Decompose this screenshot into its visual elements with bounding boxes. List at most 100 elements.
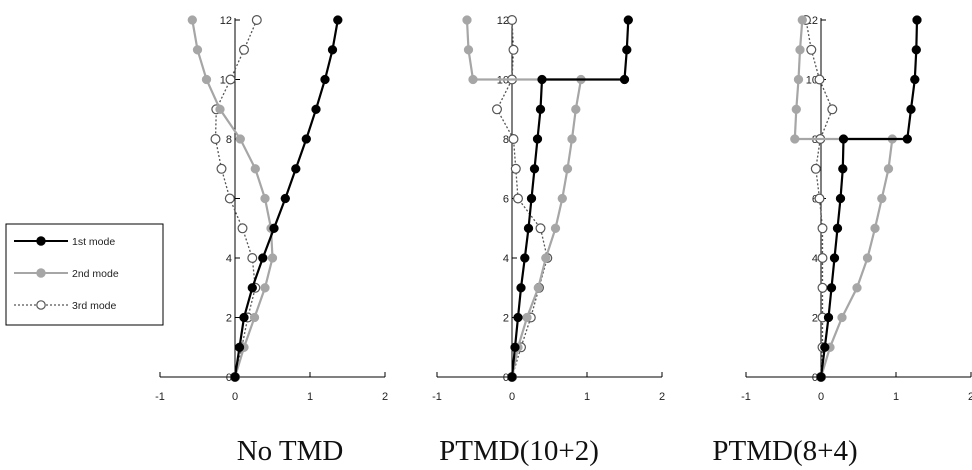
data-point-2nd-mode bbox=[267, 253, 278, 263]
data-point-2nd-mode bbox=[249, 312, 260, 323]
data-point-3rd-mode bbox=[810, 163, 821, 174]
data-point-1st-mode bbox=[247, 283, 257, 293]
data-point-3rd-mode bbox=[817, 282, 828, 293]
x-tick-label-ptmd-8-4: 2 bbox=[968, 391, 972, 403]
data-point-2nd-mode bbox=[260, 283, 270, 293]
x-tick-label-no-tmd: 2 bbox=[382, 391, 388, 403]
data-point-3rd-mode bbox=[814, 74, 825, 85]
data-point-2nd-mode bbox=[468, 74, 478, 85]
data-point-1st-mode bbox=[835, 193, 846, 204]
data-point-1st-mode bbox=[838, 134, 849, 144]
data-point-2nd-mode bbox=[260, 193, 270, 204]
data-point-1st-mode bbox=[623, 15, 633, 25]
x-tick-label-ptmd-10-2: -1 bbox=[432, 391, 442, 403]
chart-title-ptmd-10-2: PTMD(10+2) bbox=[439, 435, 599, 467]
series-line-2nd-mode bbox=[793, 19, 894, 378]
data-point-3rd-mode bbox=[507, 15, 518, 26]
data-point-2nd-mode bbox=[463, 45, 474, 55]
series-1st-mode-ptmd-10-2 bbox=[507, 15, 633, 382]
data-point-3rd-mode bbox=[216, 163, 227, 174]
data-point-1st-mode bbox=[269, 223, 279, 233]
y-tick-label-no-tmd: 0 bbox=[226, 372, 232, 384]
data-point-2nd-mode bbox=[522, 312, 532, 323]
data-point-3rd-mode bbox=[251, 15, 262, 26]
chart-title-ptmd-8-4: PTMD(8+4) bbox=[712, 435, 857, 467]
legend-label-1st-mode: 1st mode bbox=[72, 236, 115, 248]
data-point-1st-mode bbox=[291, 164, 301, 174]
data-point-2nd-mode bbox=[883, 164, 894, 174]
data-point-2nd-mode bbox=[541, 253, 551, 263]
legend-entries: 1st mode 2nd mode 3rd mode bbox=[14, 236, 119, 312]
data-point-1st-mode bbox=[838, 164, 848, 174]
data-point-3rd-mode bbox=[508, 44, 519, 55]
data-point-1st-mode bbox=[239, 312, 249, 323]
legend-entry-1st-mode: 1st mode bbox=[14, 236, 115, 248]
data-point-1st-mode bbox=[510, 342, 520, 352]
x-tick-label-ptmd-10-2: 0 bbox=[509, 391, 515, 403]
data-point-1st-mode bbox=[327, 45, 338, 55]
data-point-3rd-mode bbox=[210, 134, 221, 145]
data-point-2nd-mode bbox=[550, 223, 561, 233]
x-tick-label-no-tmd: -1 bbox=[155, 391, 165, 403]
x-tick-label-no-tmd: 1 bbox=[307, 391, 313, 403]
y-tick-label-no-tmd: 4 bbox=[226, 253, 232, 265]
data-point-2nd-mode bbox=[837, 312, 847, 323]
data-point-2nd-mode bbox=[571, 104, 581, 114]
data-point-2nd-mode bbox=[795, 45, 805, 55]
data-point-2nd-mode bbox=[877, 193, 887, 204]
data-point-1st-mode bbox=[911, 45, 921, 55]
legend-marker-1st-mode bbox=[36, 236, 46, 246]
legend-label-3rd-mode: 3rd mode bbox=[72, 300, 117, 312]
series-no-tmd bbox=[187, 15, 343, 383]
data-point-1st-mode bbox=[520, 253, 530, 263]
data-point-2nd-mode bbox=[567, 134, 577, 144]
data-point-2nd-mode bbox=[562, 164, 573, 174]
data-point-1st-mode bbox=[258, 253, 268, 263]
data-point-1st-mode bbox=[816, 372, 826, 382]
data-point-1st-mode bbox=[230, 372, 240, 382]
series-line-1st-mode bbox=[819, 19, 919, 378]
legend-label-2nd-mode: 2nd mode bbox=[72, 268, 119, 280]
data-point-3rd-mode bbox=[827, 104, 838, 115]
y-tick-label-no-tmd: 8 bbox=[226, 134, 232, 146]
data-point-2nd-mode bbox=[250, 164, 260, 174]
data-point-3rd-mode bbox=[508, 134, 519, 145]
data-point-1st-mode bbox=[507, 372, 517, 382]
data-point-3rd-mode bbox=[817, 223, 828, 234]
data-point-1st-mode bbox=[823, 312, 834, 323]
data-point-2nd-mode bbox=[791, 104, 801, 114]
series-line-1st-mode bbox=[510, 19, 630, 378]
data-point-3rd-mode bbox=[814, 193, 825, 204]
data-point-1st-mode bbox=[532, 134, 543, 144]
legend-entry-2nd-mode: 2nd mode bbox=[14, 268, 119, 280]
x-tick-label-no-tmd: 0 bbox=[232, 391, 238, 403]
x-tick-label-ptmd-10-2: 2 bbox=[659, 391, 665, 403]
data-point-1st-mode bbox=[526, 193, 537, 204]
legend-marker-2nd-mode bbox=[36, 268, 46, 278]
y-tick-label-no-tmd: 2 bbox=[226, 313, 232, 325]
data-point-3rd-mode bbox=[224, 193, 235, 204]
x-tick-label-ptmd-8-4: -1 bbox=[741, 391, 751, 403]
data-point-1st-mode bbox=[333, 15, 343, 25]
x-tick-label-ptmd-8-4: 0 bbox=[818, 391, 824, 403]
data-point-3rd-mode bbox=[510, 163, 521, 174]
data-point-2nd-mode bbox=[192, 45, 203, 55]
data-point-1st-mode bbox=[523, 223, 534, 233]
data-point-3rd-mode bbox=[535, 223, 546, 234]
legend-marker-3rd-mode bbox=[36, 300, 46, 310]
series-3rd-mode-ptmd-8-4 bbox=[800, 15, 838, 383]
data-point-2nd-mode bbox=[862, 253, 873, 263]
data-point-3rd-mode bbox=[817, 253, 828, 264]
data-point-2nd-mode bbox=[462, 15, 472, 25]
data-point-3rd-mode bbox=[512, 193, 523, 204]
data-point-1st-mode bbox=[906, 104, 916, 114]
data-point-1st-mode bbox=[535, 104, 546, 114]
series-3rd-mode-ptmd-10-2 bbox=[492, 15, 553, 383]
data-point-1st-mode bbox=[820, 342, 830, 352]
